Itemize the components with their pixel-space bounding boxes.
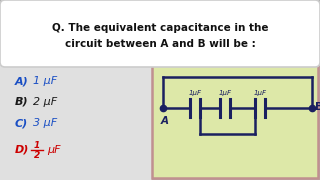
Text: 1μF: 1μF [253,90,267,96]
Text: A): A) [15,76,29,86]
Text: 1: 1 [34,141,40,150]
Bar [152,64,318,178]
Text: 1μF: 1μF [188,90,202,96]
Bar [0,62,152,180]
Text: Q. The equivalent capacitance in the: Q. The equivalent capacitance in the [52,23,268,33]
Text: 2 μF: 2 μF [33,97,57,107]
Text: D): D) [15,145,29,155]
Text: C): C) [15,118,28,128]
Text: B: B [315,102,320,112]
Text: B): B) [15,97,28,107]
Text: 2: 2 [34,150,40,159]
Text: A: A [161,116,169,126]
Text: 1μF: 1μF [219,90,231,96]
Text: 1 μF: 1 μF [33,76,57,86]
FancyBboxPatch shape [0,0,320,67]
Text: 3 μF: 3 μF [33,118,57,128]
Text: circuit between A and B will be :: circuit between A and B will be : [65,39,255,49]
Text: μF: μF [47,145,60,155]
